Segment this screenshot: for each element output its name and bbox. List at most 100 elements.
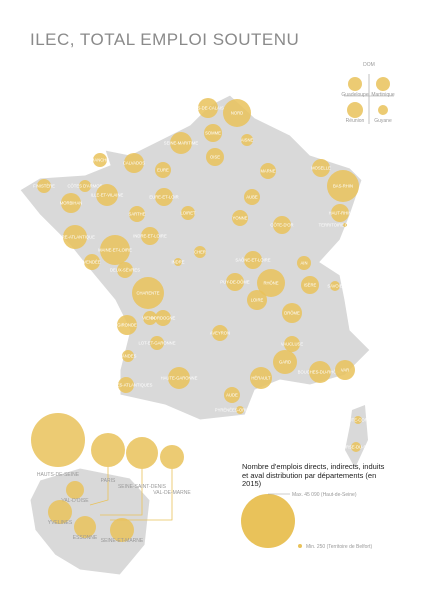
department-label: CALVADOS xyxy=(123,161,145,166)
department-label: DEUX-SÈVRES xyxy=(110,268,140,273)
department-label: EURE xyxy=(157,168,169,173)
bubble xyxy=(128,205,146,223)
bubble xyxy=(141,227,159,245)
department-label: MAINE-ET-LOIRE xyxy=(98,248,132,253)
department-label: PYRÉNÉES-ATLANTIQUES xyxy=(100,383,153,388)
bubble xyxy=(350,441,362,453)
bubble xyxy=(197,97,219,119)
bubble xyxy=(297,256,311,270)
bubble xyxy=(257,269,285,297)
department-label: INDRE-ET-LOIRE xyxy=(133,234,167,239)
bubble xyxy=(376,77,390,91)
bubble xyxy=(83,253,101,271)
bubble xyxy=(173,257,183,267)
bubble xyxy=(31,413,85,467)
department-label: SEINE-ET-MARNE xyxy=(101,538,144,544)
dom-label: Guyane xyxy=(374,118,392,124)
bubble xyxy=(272,349,298,375)
department-label: INDRE xyxy=(171,260,184,265)
bubble xyxy=(250,367,272,389)
bubble xyxy=(211,324,229,342)
department-label: ESSONNE xyxy=(73,535,98,541)
department-label: CHARENTE xyxy=(136,291,159,296)
department-label: MORBIHAN xyxy=(60,201,83,206)
department-label: SAÔNE-ET-LOIRE xyxy=(235,258,270,263)
department-label: PYRÉNÉES-ORIENTALES xyxy=(215,408,266,413)
title: ILEC, TOTAL EMPLOI SOUTENU xyxy=(30,30,300,49)
bubble xyxy=(99,234,131,266)
department-label: RHÔNE xyxy=(263,281,278,286)
department-label: OISE xyxy=(210,155,220,160)
bubble xyxy=(143,311,157,325)
bubble xyxy=(62,224,88,250)
bubble xyxy=(109,517,135,543)
bubble xyxy=(47,499,73,525)
bubble xyxy=(283,335,301,353)
bubble xyxy=(116,261,134,279)
department-label: CÔTES D'ARMOR xyxy=(68,184,103,189)
department-label: AUDE xyxy=(226,393,238,398)
department-label: ILLE-ET-VILAINE xyxy=(91,193,124,198)
bubble xyxy=(154,161,172,179)
department-label: CÔTE-D'OR xyxy=(270,223,293,228)
bubble xyxy=(226,273,244,291)
bubble xyxy=(126,437,158,469)
department-label: CORSE-DU-SUD xyxy=(340,445,373,450)
department-label: AUBE xyxy=(246,195,258,200)
department-label: CHER xyxy=(194,250,206,255)
bubble xyxy=(159,444,185,470)
bubble xyxy=(281,302,303,324)
department-label: VAL-D'OISE xyxy=(61,498,89,504)
department-label: MARNE xyxy=(260,169,275,174)
department-label: HAUT-RHIN xyxy=(329,211,352,216)
bubble xyxy=(309,361,331,383)
department-label: YVELINES xyxy=(48,520,73,526)
bubble xyxy=(235,405,245,415)
department-label: SARTHE xyxy=(129,212,146,217)
department-label: MANCHE xyxy=(91,158,109,163)
department-label: BOUCHES-DU-RHÔNE xyxy=(298,370,343,375)
bubble xyxy=(206,148,224,166)
bubble xyxy=(331,204,349,222)
bubble xyxy=(223,386,241,404)
bubble xyxy=(312,159,330,177)
bubble xyxy=(37,179,51,193)
department-label: PARIS xyxy=(101,478,116,484)
department-label: MOSELLE xyxy=(311,166,331,171)
dom-label: Guadeloupe xyxy=(341,92,368,98)
bubble xyxy=(181,206,195,220)
bubble xyxy=(273,216,291,234)
france-shape xyxy=(19,94,371,421)
legend-min: Min. 250 (Territoire de Belfort) xyxy=(306,544,372,550)
department-label: VAUCLUSE xyxy=(281,342,303,347)
department-label: HÉRAULT xyxy=(251,376,271,381)
department-label: SEINE-MARITIME xyxy=(164,141,199,146)
dom-label: Réunion xyxy=(346,118,365,124)
bubble xyxy=(377,104,389,116)
bubble xyxy=(117,376,135,394)
department-label: HAUTE-GARONNE xyxy=(161,376,198,381)
department-label: AISNE xyxy=(241,138,254,143)
legend-max: Max. 45 090 (Haut-de-Seine) xyxy=(292,492,357,498)
department-label: LOIRET xyxy=(180,211,196,216)
department-label: GARD xyxy=(279,360,291,365)
department-label: VAR xyxy=(341,368,349,373)
dom-title: DOM xyxy=(363,62,375,68)
bubble xyxy=(334,359,356,381)
bubble xyxy=(240,133,254,147)
bubble xyxy=(150,336,164,350)
bubble xyxy=(96,184,118,206)
bubble xyxy=(93,153,107,167)
department-label: HAUTE-CORSE xyxy=(343,418,374,423)
bubble xyxy=(116,314,138,336)
department-label: VAL-DE-MARNE xyxy=(153,490,191,496)
department-label: VENDÉE xyxy=(83,260,100,265)
bubble xyxy=(74,516,96,538)
department-label: BAS-RHIN xyxy=(333,184,353,189)
bubble xyxy=(327,170,359,202)
bubble xyxy=(123,152,145,174)
department-label: LOT-ET-GARONNE xyxy=(139,341,176,346)
department-label: LANDES xyxy=(120,354,137,359)
